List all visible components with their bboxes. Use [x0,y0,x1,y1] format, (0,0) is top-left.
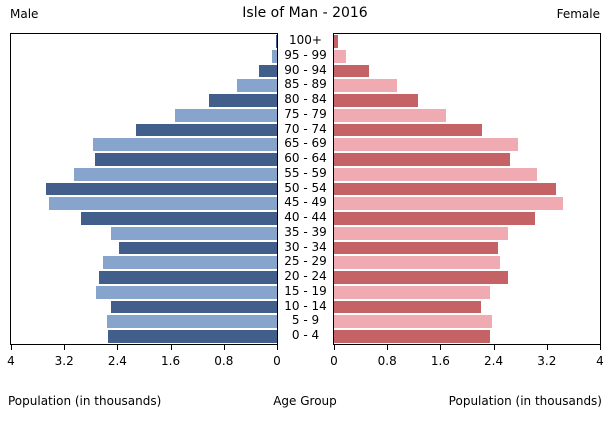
female-bar [334,285,491,299]
axis-tick-label: 1.6 [161,354,181,368]
female-bar [334,256,501,270]
age-group-label: 25 - 29 [284,254,327,269]
male-bar [45,182,277,196]
age-group-label: 30 - 34 [284,239,327,254]
female-bar [334,79,398,93]
male-bar [96,285,277,299]
male-bar [272,49,277,63]
axis-tick [11,345,12,350]
male-bar [275,35,277,48]
female-bar [334,300,481,314]
age-group-label: 20 - 24 [284,269,327,284]
male-bar [74,167,277,181]
axis-tick-label: 0 [273,354,281,368]
axis-tick-label: 3.2 [54,354,74,368]
male-bar [98,271,277,284]
male-bar [80,212,277,225]
female-header-label: Female [556,7,600,21]
female-bar [334,64,370,78]
age-group-label: 60 - 64 [284,151,327,166]
age-group-label: 45 - 49 [284,195,327,210]
axis-tick-label: 1.6 [430,354,450,368]
axis-tick-label: 0 [330,354,338,368]
female-bar [334,315,492,329]
age-group-label: 95 - 99 [284,47,327,62]
male-bar [108,330,277,343]
age-group-label: 0 - 4 [291,328,320,343]
age-group-label: 80 - 84 [284,92,327,107]
age-group-label: 50 - 54 [284,180,327,195]
male-axis-title: Population (in thousands) [8,394,162,408]
axis-tick [600,345,601,350]
age-group-label: 70 - 74 [284,121,327,136]
female-bar [334,153,510,166]
axis-tick [277,345,278,350]
female-plot-area [333,33,601,345]
axis-tick-label: 4 [7,354,15,368]
male-bar [48,197,277,211]
male-bar [107,315,277,329]
age-group-axis-title: Age Group [273,394,337,408]
chart-title: Isle of Man - 2016 [242,5,368,21]
axis-tick-label: 0.8 [214,354,234,368]
age-group-label: 35 - 39 [284,224,327,239]
female-bar [334,167,537,181]
axis-tick [387,345,389,350]
axis-tick [493,345,495,350]
age-group-label: 40 - 44 [284,210,327,225]
female-bar [334,212,536,225]
axis-tick-label: 0.8 [377,354,397,368]
male-bar [175,108,277,122]
female-bar [334,138,519,152]
female-bar [334,197,564,211]
female-bar [334,49,346,63]
age-group-axis: 100+ 95 - 99 90 - 94 85 - 89 80 - 84 75 - 79 7… [278,33,333,345]
male-bar [119,241,277,255]
male-bar [93,138,277,152]
female-axis-title: Population (in thousands) [448,394,602,408]
axis-tick [546,345,548,350]
age-group-label: 5 - 9 [291,313,320,328]
male-bar [209,94,277,107]
male-header-label: Male [10,7,39,21]
age-group-label: 10 - 14 [284,298,327,313]
axis-tick [117,345,119,350]
axis-tick [64,345,66,350]
axis-tick [334,345,335,350]
female-bar [334,94,419,107]
axis-tick-label: 4 [596,354,604,368]
female-bar [334,123,482,137]
male-bar [136,123,277,137]
age-group-label: 75 - 79 [284,106,327,121]
female-bar [334,271,508,284]
female-bar [334,108,446,122]
female-bar [334,35,338,48]
age-group-label: 15 - 19 [284,283,327,298]
axis-tick [170,345,172,350]
male-bar [259,64,277,78]
female-bar [334,182,557,196]
age-group-label: 55 - 59 [284,165,327,180]
female-bar [334,330,491,343]
axis-tick [223,345,225,350]
male-bar [94,153,277,166]
age-group-label: 90 - 94 [284,62,327,77]
male-bar [237,79,277,93]
axis-tick [440,345,442,350]
male-bar [102,256,277,270]
age-group-label: 85 - 89 [284,77,327,92]
axis-tick-label: 3.2 [537,354,557,368]
axis-tick-label: 2.4 [107,354,127,368]
axis-tick-label: 2.4 [484,354,504,368]
female-bar [334,226,508,240]
male-plot-area [10,33,278,345]
age-group-label: 100+ [289,33,322,47]
male-bar [110,226,277,240]
male-bar [110,300,277,314]
age-group-label: 65 - 69 [284,136,327,151]
female-bar [334,241,499,255]
